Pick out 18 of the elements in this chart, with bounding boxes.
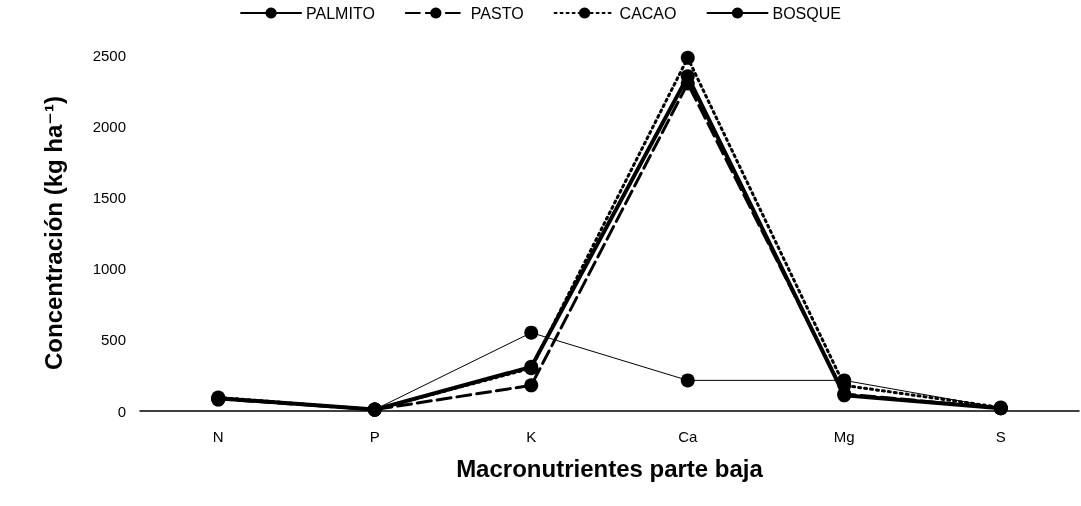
x-tick-label: S bbox=[995, 428, 1006, 445]
y-tick-label: 1500 bbox=[92, 188, 126, 206]
x-axis-title: Macronutrientes parte baja bbox=[456, 454, 764, 482]
legend-label: CACAO bbox=[619, 4, 677, 22]
legend-label: PALMITO bbox=[306, 4, 375, 22]
y-axis-title: Concentración (kg ha⁻¹) bbox=[39, 95, 67, 371]
y-tick-label: 0 bbox=[117, 402, 126, 420]
x-tick-label: P bbox=[369, 428, 380, 445]
legend-label: PASTO bbox=[470, 4, 524, 22]
x-tick-label: Ca bbox=[678, 428, 698, 445]
legend-label: BOSQUE bbox=[772, 4, 841, 22]
x-tick-label: N bbox=[212, 428, 224, 445]
y-tick-label: 2000 bbox=[92, 117, 126, 135]
y-tick-label: 2500 bbox=[92, 46, 126, 64]
x-tick-label: K bbox=[526, 428, 537, 445]
y-tick-label: 500 bbox=[100, 331, 126, 349]
x-tick-label: Mg bbox=[833, 428, 855, 445]
y-tick-label: 1000 bbox=[92, 260, 126, 278]
